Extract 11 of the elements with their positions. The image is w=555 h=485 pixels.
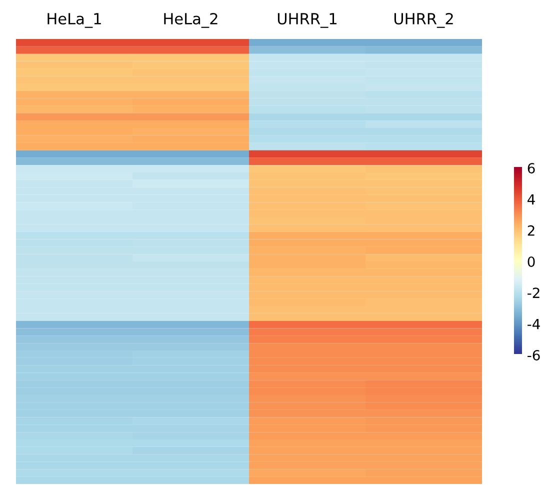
color-bar-label: 0 (528, 256, 535, 267)
color-bar-label: -4 (528, 318, 540, 330)
color-bar-label: 6 (528, 162, 535, 174)
color-bar-label: -6 (528, 350, 540, 360)
x-tick-label: HeLa_1 (48, 13, 101, 28)
x-tick-label: UHRR_2 (394, 12, 453, 28)
color-bar-label: 4 (528, 194, 535, 204)
color-bar-label: 2 (528, 225, 534, 236)
x-tick-label: UHRR_1 (278, 13, 336, 28)
x-tick-label: HeLa_2 (164, 12, 218, 28)
color-bar-label: -2 (528, 288, 540, 298)
